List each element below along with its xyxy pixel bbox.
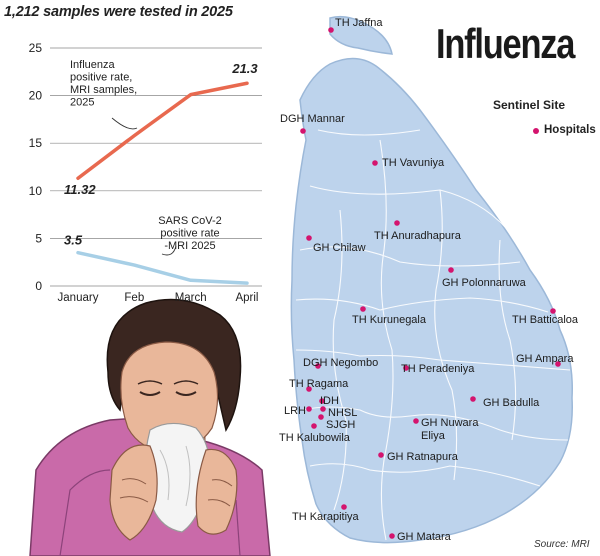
x-tick-label: January: [58, 292, 99, 304]
hospital-marker: [311, 423, 317, 429]
hospital-marker: [448, 267, 454, 273]
y-tick-label: 0: [35, 279, 42, 293]
site-label: TH Karapitiya: [292, 511, 360, 523]
hospital-labels: TH Jaffna DGH Mannar TH Vavuniya TH Anuradh…: [279, 17, 579, 543]
hospital-marker: [306, 406, 312, 412]
data-label: 11.32: [64, 182, 96, 197]
y-tick-label: 20: [29, 89, 43, 103]
site-label: TH Batticaloa: [512, 314, 579, 326]
hospital-marker: [389, 533, 395, 539]
x-tick-label: Feb: [124, 292, 144, 304]
district-boundaries: [295, 129, 571, 541]
y-tick-label: 25: [29, 41, 43, 55]
site-label: GH Nuwara Eliya: [421, 417, 479, 442]
site-label: DGH Negombo: [303, 357, 378, 369]
hospital-marker: [372, 160, 378, 166]
hospital-marker: [403, 365, 409, 371]
hospital-marker: [555, 361, 561, 367]
site-label: TH Peradeniya: [401, 363, 475, 375]
site-label: SJGH: [326, 419, 355, 431]
series-annotations: 11.32 21.3 3.5 Influenza positive rate, MRI s…: [64, 59, 258, 256]
site-label: GH Badulla: [483, 397, 540, 409]
hospital-marker: [413, 418, 419, 424]
hospital-marker: [394, 220, 400, 226]
series-name-label: Influenza positive rate, MRI samples, 2025: [70, 59, 137, 109]
site-label: TH Kalubowila: [279, 432, 351, 444]
y-axis-ticks: 0 5 10 15 20 25: [29, 41, 43, 293]
hospital-marker: [550, 308, 556, 314]
data-label: 21.3: [231, 61, 258, 76]
site-label: TH Kurunegala: [352, 314, 427, 326]
hospital-marker: [470, 396, 476, 402]
y-tick-label: 15: [29, 136, 43, 150]
hospital-marker: [319, 398, 325, 404]
site-label: GH Chilaw: [313, 242, 366, 254]
site-label: GH Matara: [397, 531, 452, 543]
hospital-marker: [306, 386, 312, 392]
hospital-marker: [300, 128, 306, 134]
chart-grid: [50, 47, 262, 287]
y-tick-label: 5: [35, 231, 42, 245]
x-tick-label: April: [235, 292, 258, 304]
annotation-leader-line: [161, 245, 177, 256]
site-label: TH Anuradhapura: [374, 230, 462, 242]
hospital-marker: [341, 504, 347, 510]
y-tick-label: 10: [29, 184, 43, 198]
hospital-marker: [378, 452, 384, 458]
legend-hospitals-label: Hospitals: [544, 124, 596, 136]
x-axis-ticks: January Feb March April: [58, 292, 259, 304]
site-label: GH Polonnaruwa: [442, 277, 527, 289]
hospital-marker: [328, 27, 334, 33]
data-label: 3.5: [64, 233, 83, 248]
hospital-marker: [360, 306, 366, 312]
series-line: [76, 81, 249, 180]
annotation-leader-line: [111, 117, 138, 130]
site-label: NHSL: [328, 407, 357, 419]
chart-series: [76, 81, 249, 285]
hospital-marker: [306, 235, 312, 241]
site-label: DGH Mannar: [280, 113, 345, 125]
site-label: GH Ratnapura: [387, 451, 459, 463]
series-name-label: SARS CoV-2 positive rate -MRI 2025: [158, 215, 222, 252]
hospital-marker: [318, 414, 324, 420]
hospital-marker: [320, 406, 326, 412]
source-note: Source: MRI: [534, 539, 590, 550]
legend-title: Sentinel Site: [493, 98, 566, 112]
page-title: Influenza: [436, 20, 575, 67]
site-label: IDH: [320, 395, 339, 407]
hospital-marker-legend-icon: [533, 128, 539, 134]
hospital-markers: [300, 27, 561, 539]
chart-subtitle: 1,212 samples were tested in 2025: [4, 4, 233, 20]
site-label: LRH: [284, 405, 306, 417]
site-label: TH Jaffna: [335, 17, 383, 29]
site-label: TH Vavuniya: [382, 157, 445, 169]
site-label: TH Ragama: [289, 378, 349, 390]
site-label: GH Ampara: [516, 353, 574, 365]
series-line: [76, 250, 249, 285]
x-tick-label: March: [175, 292, 207, 304]
hospital-marker: [315, 363, 321, 369]
